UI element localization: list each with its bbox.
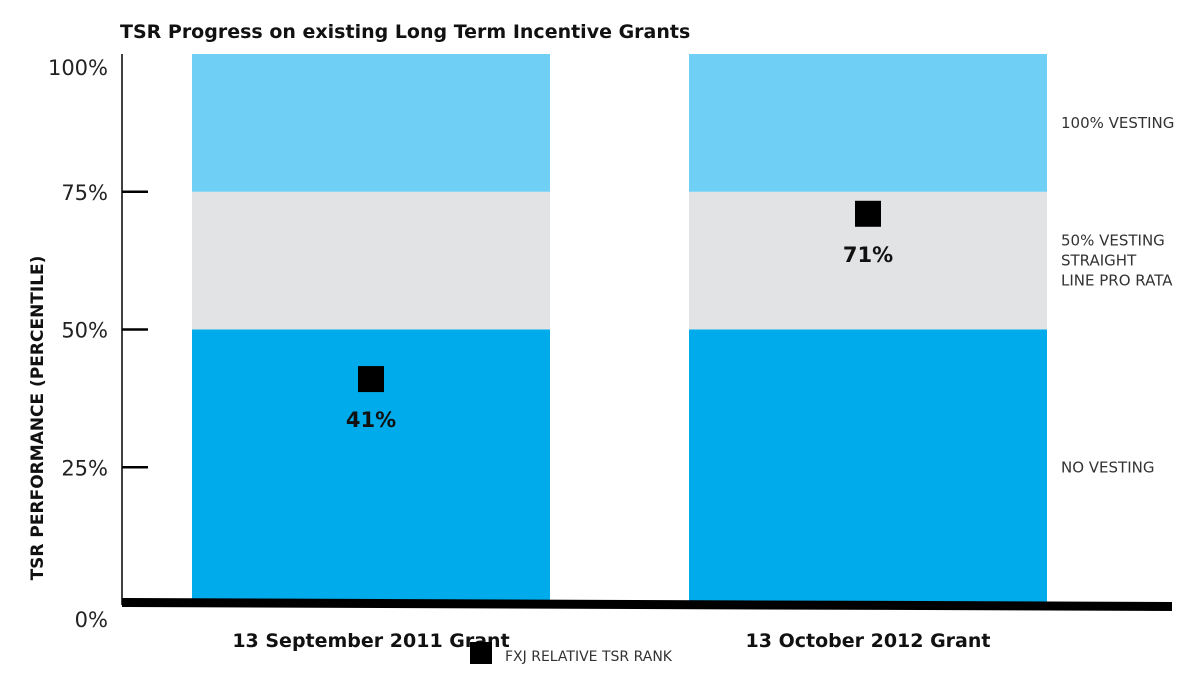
legend: FXJ RELATIVE TSR RANK: [470, 642, 673, 665]
y-tick-label-50: 50%: [61, 319, 108, 343]
band-label-2-line-1: 50% VESTING: [1061, 232, 1165, 250]
y-tick-label-0: 0%: [75, 608, 108, 632]
x-axis-baseline: [122, 598, 1172, 611]
y-tick-label-100: 100%: [48, 56, 108, 80]
category-label-2: 13 October 2012 Grant: [746, 630, 991, 652]
band-1-3: [192, 54, 550, 192]
band-1-2: [192, 191, 550, 330]
legend-label: FXJ RELATIVE TSR RANK: [505, 649, 673, 665]
y-tick-label-75: 75%: [61, 181, 108, 205]
y-axis-label: TSR PERFORMANCE (PERCENTILE): [28, 256, 48, 581]
band-label-3-line-1: 100% VESTING: [1061, 114, 1174, 132]
rank-label-2: 71%: [843, 243, 893, 267]
y-tick-label-25: 25%: [61, 456, 108, 480]
rank-marker-2: [855, 200, 881, 227]
axis-layer: 13 September 2011 Grant 13 October 2012 G…: [48, 54, 1174, 652]
band-2-3: [689, 54, 1047, 192]
marks-layer: 41% 71%: [346, 200, 893, 432]
band-label-2-line-2: STRAIGHT: [1061, 252, 1137, 270]
band-label-2-line-3: LINE PRO RATA: [1061, 272, 1173, 290]
rank-marker-1: [358, 366, 384, 393]
category-label-1: 13 September 2011 Grant: [232, 630, 509, 652]
band-label-1-line-1: NO VESTING: [1061, 458, 1155, 476]
rank-label-1: 41%: [346, 408, 396, 432]
legend-swatch: [470, 642, 492, 664]
bands-layer: [192, 54, 1047, 605]
band-2-1: [689, 329, 1047, 605]
chart-title: TSR Progress on existing Long Term Incen…: [120, 21, 690, 43]
